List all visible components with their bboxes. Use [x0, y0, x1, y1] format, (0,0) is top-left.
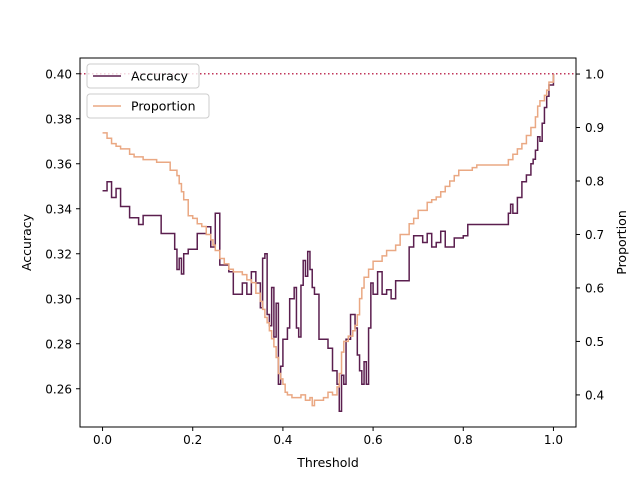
series-line-proportion: [102, 74, 555, 407]
x-tick-label: 1.0: [544, 433, 563, 447]
legend-label: Proportion: [131, 99, 196, 114]
y-axis-right: 0.4 0.5 0.6 0.7 0.8 0.9 1.0: [576, 68, 604, 402]
y-tick-label-left: 0.34: [45, 202, 72, 216]
y-tick-label-left: 0.28: [45, 337, 72, 351]
y-tick-label-right: 0.8: [585, 175, 604, 189]
series-line-accuracy: [102, 73, 555, 412]
y-tick-label-left: 0.32: [45, 247, 72, 261]
plot-frame: [79, 57, 577, 428]
y-tick-label-right: 0.9: [585, 121, 604, 135]
x-tick-label: 0.4: [273, 433, 292, 447]
y-tick-label-left: 0.40: [45, 67, 72, 81]
y-tick-label-left: 0.36: [45, 157, 72, 171]
legend-entry-proportion: Proportion: [86, 93, 210, 119]
plot-series: [80, 73, 576, 412]
y-tick-label-left: 0.30: [45, 292, 72, 306]
x-tick-label: 0.8: [454, 433, 473, 447]
legend-box: [86, 63, 200, 89]
x-axis: 0.0 0.2 0.4 0.6 0.8 1.0: [93, 427, 563, 447]
legend-entry-accuracy: Accuracy: [86, 63, 200, 89]
legend: Accuracy Proportion: [86, 63, 210, 119]
y-tick-label-right: 0.4: [585, 388, 604, 402]
x-axis-label: Threshold: [296, 455, 359, 470]
x-tick-label: 0.2: [183, 433, 202, 447]
y-tick-label-right: 0.5: [585, 335, 604, 349]
x-tick-label: 0.6: [364, 433, 383, 447]
y-axis-left: 0.26 0.28 0.30 0.32 0.34 0.36 0.38 0.40: [45, 67, 80, 396]
legend-label: Accuracy: [131, 69, 189, 84]
y-axis-label-left: Accuracy: [19, 213, 34, 271]
y-tick-label-right: 0.6: [585, 281, 604, 295]
x-tick-label: 0.0: [93, 433, 112, 447]
y-axis-label-right: Proportion: [614, 210, 629, 275]
y-tick-label-right: 0.7: [585, 228, 604, 242]
legend-box: [86, 93, 210, 119]
y-tick-label-right: 1.0: [585, 68, 604, 82]
y-tick-label-left: 0.26: [45, 382, 72, 396]
y-tick-label-left: 0.38: [45, 112, 72, 126]
